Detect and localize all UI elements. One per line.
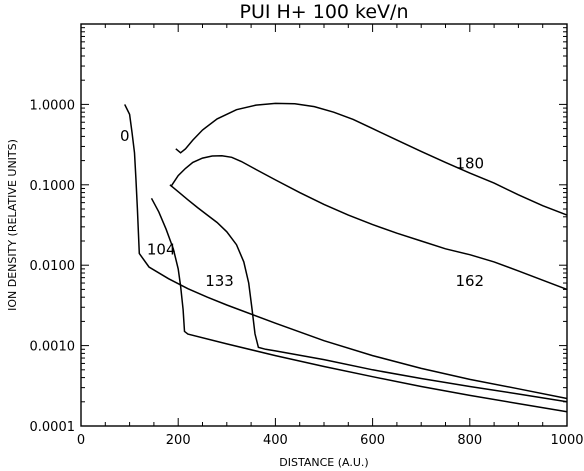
series-line-0 (124, 104, 568, 400)
tick-labels: 0 200 400 600 800 1000 0.0001 0.0010 0.0100 0.100… (30, 98, 584, 448)
x-tick-label: 1000 (550, 433, 583, 448)
y-tick-label: 1.0000 (30, 98, 76, 113)
y-tick-label: 0.0001 (30, 420, 76, 435)
y-tick-label: 0.0010 (30, 340, 76, 355)
series-label-180: 180 (455, 154, 484, 172)
x-tick-label: 200 (166, 433, 191, 448)
x-tick-label: 0 (77, 433, 85, 448)
x-tick-label: 400 (263, 433, 288, 448)
series-label-104: 104 (147, 241, 176, 259)
series-label-0: 0 (120, 127, 130, 145)
x-tick-label: 600 (360, 433, 385, 448)
y-tick-label: 0.1000 (30, 179, 76, 194)
series-label-133: 133 (205, 272, 234, 290)
x-tick-label: 800 (457, 433, 482, 448)
x-axis-label: DISTANCE (A.U.) (279, 456, 368, 469)
series-line-133 (169, 184, 568, 403)
y-tick-label: 0.0100 (30, 259, 76, 274)
axis-ticks (80, 24, 568, 427)
series-line-104 (150, 197, 568, 413)
chart-title: PUI H+ 100 keV/n (239, 1, 408, 23)
series-line-180 (175, 102, 568, 216)
series-line-162 (170, 154, 568, 291)
y-axis-label: ION DENSITY (RELATIVE UNITS) (6, 139, 19, 311)
series-labels: 0 104 133 162 180 (120, 127, 484, 290)
series-label-162: 162 (455, 272, 484, 290)
plot-frame (80, 23, 568, 427)
series-group (124, 102, 568, 413)
